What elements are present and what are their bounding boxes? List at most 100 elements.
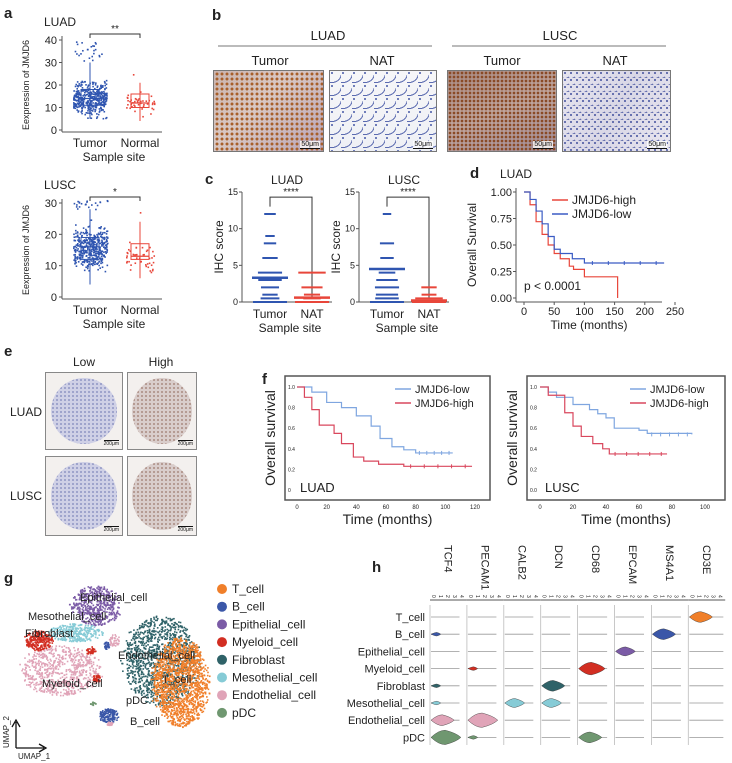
umap-point <box>92 598 95 601</box>
umap-point <box>169 632 171 635</box>
umap-point <box>133 639 136 641</box>
umap-point <box>84 629 86 632</box>
umap-point <box>181 675 184 677</box>
umap-point <box>131 672 134 675</box>
umap-point <box>31 659 33 662</box>
x-tick-label: 250 <box>666 306 684 318</box>
umap-point <box>31 636 33 639</box>
umap-point <box>192 705 195 707</box>
umap-point <box>64 636 66 638</box>
umap-point <box>154 636 157 639</box>
umap-point <box>150 624 152 627</box>
data-point <box>77 236 79 238</box>
umap-point <box>81 638 84 641</box>
umap-point <box>98 586 101 589</box>
umap-point <box>187 689 190 692</box>
umap-point <box>173 680 176 683</box>
umap-point <box>171 644 173 646</box>
umap-point <box>93 675 95 678</box>
umap-point <box>142 644 145 647</box>
data-point <box>97 235 99 238</box>
umap-point <box>139 652 142 655</box>
umap-point <box>159 633 162 636</box>
data-point <box>93 254 96 257</box>
umap-point <box>117 606 120 609</box>
umap-point <box>94 672 97 675</box>
b-group-lusc: LUSC <box>543 28 578 43</box>
data-point <box>84 239 87 242</box>
umap-point <box>142 660 145 663</box>
x-tick-label: 80 <box>412 505 419 511</box>
umap-point <box>66 632 69 635</box>
umap-point <box>173 621 176 624</box>
umap-point <box>198 697 201 699</box>
umap-point <box>103 622 106 625</box>
umap-point <box>75 671 78 673</box>
umap-point <box>41 662 43 665</box>
umap-point <box>173 712 176 714</box>
data-point <box>101 95 104 97</box>
y-tick-label: 0.2 <box>288 467 295 473</box>
umap-point <box>59 632 61 635</box>
umap-point <box>85 655 88 658</box>
umap-point <box>98 588 101 591</box>
umap-point <box>171 678 174 680</box>
umap-point <box>161 699 164 702</box>
umap-point <box>54 690 56 692</box>
umap-point <box>86 659 88 662</box>
umap-point <box>52 633 55 635</box>
data-point <box>105 83 108 86</box>
umap-point <box>85 684 87 686</box>
umap-point <box>91 593 94 595</box>
data-point <box>103 110 106 113</box>
chart-title: LUAD <box>500 167 532 181</box>
umap-point <box>79 596 81 599</box>
umap-point <box>33 666 35 668</box>
umap-point <box>82 596 85 599</box>
umap-point <box>143 642 146 645</box>
data-point <box>87 101 89 104</box>
umap-point <box>174 704 176 707</box>
umap-point <box>136 687 138 689</box>
umap-point <box>182 683 184 686</box>
umap-point <box>131 648 133 650</box>
umap-point <box>41 666 44 669</box>
data-point <box>100 262 102 265</box>
data-point <box>89 91 92 93</box>
data-point <box>149 270 152 272</box>
umap-point <box>44 668 46 671</box>
umap-point <box>89 600 91 603</box>
umap-point <box>134 642 137 644</box>
umap-point <box>184 659 186 662</box>
umap-point <box>193 655 195 657</box>
umap-point <box>36 641 38 644</box>
umap-point <box>100 600 103 602</box>
umap-point <box>90 660 93 663</box>
data-point <box>92 243 95 245</box>
umap-point <box>163 688 165 691</box>
umap-point <box>177 669 180 672</box>
umap-point <box>30 676 33 679</box>
umap-point <box>81 600 83 603</box>
umap-point <box>53 634 56 637</box>
umap-point <box>146 652 148 655</box>
umap-point <box>110 613 112 616</box>
umap-point <box>137 659 139 662</box>
umap-point <box>146 637 149 639</box>
data-point <box>85 232 88 235</box>
umap-point <box>155 690 158 693</box>
umap-point <box>206 674 209 677</box>
data-point <box>83 261 86 264</box>
umap-point <box>154 625 156 627</box>
umap-point <box>157 678 159 681</box>
data-point <box>74 245 76 248</box>
umap-point <box>148 630 150 632</box>
data-point <box>94 98 96 101</box>
umap-point <box>175 714 178 717</box>
data-point <box>78 202 81 204</box>
data-point <box>85 84 87 86</box>
umap-point <box>172 684 175 686</box>
umap-point <box>87 607 89 610</box>
data-point <box>83 98 86 101</box>
data-point <box>79 93 81 95</box>
